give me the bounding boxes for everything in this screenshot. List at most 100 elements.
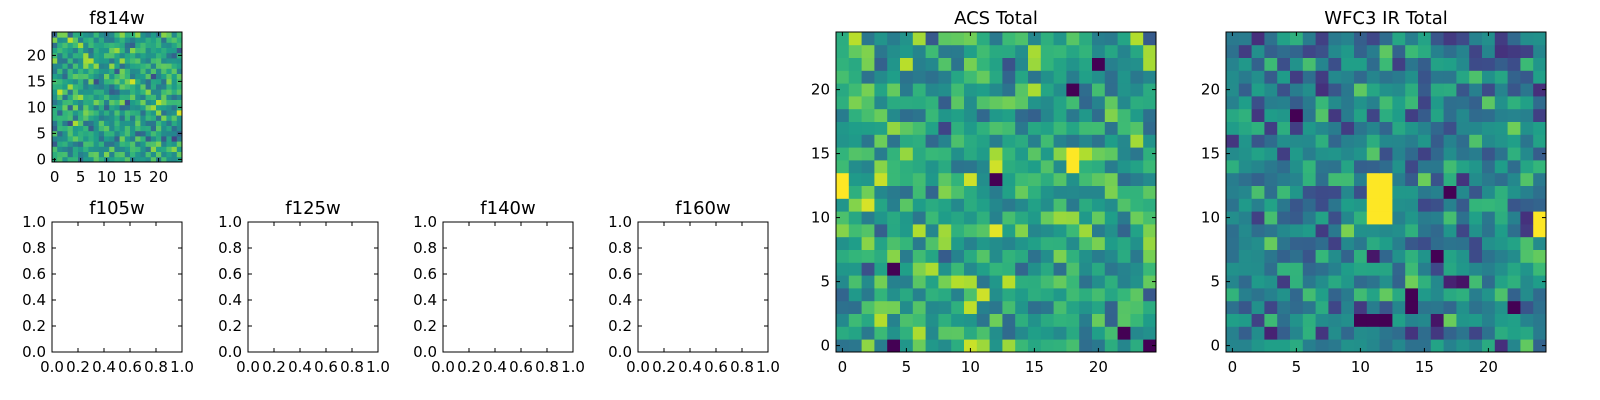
heatmap-cell [62, 37, 68, 43]
heatmap-cell [900, 326, 914, 340]
x-tick-label: 1.0 [756, 358, 780, 376]
heatmap-cell [83, 125, 89, 132]
heatmap-cell [1302, 185, 1316, 199]
heatmap-cell [1533, 108, 1547, 122]
heatmap-cell [150, 84, 157, 90]
heatmap-cell [135, 78, 141, 85]
heatmap-cell [104, 151, 110, 158]
heatmap-cell [925, 275, 939, 289]
heatmap-cell [145, 37, 152, 43]
heatmap-cell [161, 151, 167, 158]
heatmap-cell [1290, 236, 1304, 250]
heatmap-cell [114, 104, 120, 111]
heatmap-cell [1482, 134, 1496, 148]
heatmap-cell [1130, 57, 1144, 71]
heatmap-cell [130, 130, 136, 137]
heatmap-cell [1430, 275, 1444, 289]
heatmap-cell [964, 339, 978, 353]
heatmap-cell [109, 120, 115, 126]
heatmap-cell [976, 172, 990, 186]
heatmap-cell [93, 110, 100, 116]
heatmap-cell [964, 160, 978, 174]
heatmap-cell [1366, 32, 1380, 46]
heatmap-cell [1251, 224, 1265, 238]
heatmap-cell [88, 141, 94, 147]
heatmap-cell [1430, 147, 1444, 161]
heatmap-cell [67, 89, 74, 95]
heatmap-cell [1238, 32, 1252, 46]
heatmap-cell [1226, 275, 1240, 289]
heatmap-cell [1494, 96, 1508, 110]
heatmap-cell [1264, 32, 1278, 46]
heatmap-cell [140, 110, 146, 116]
heatmap-cell [130, 146, 136, 152]
heatmap-cell [1015, 121, 1029, 135]
heatmap-cell [93, 37, 100, 43]
heatmap-cell [104, 42, 110, 48]
heatmap-cell [1290, 70, 1304, 84]
heatmap-cell [1251, 313, 1265, 327]
heatmap-cell [57, 42, 63, 48]
heatmap-cell [1341, 83, 1355, 97]
heatmap-cell [166, 99, 172, 106]
heatmap-cell [57, 52, 63, 59]
heatmap-cell [887, 96, 901, 110]
heatmap-cell [1482, 70, 1496, 84]
heatmap-cell [67, 52, 74, 59]
heatmap-cell [124, 125, 131, 132]
heatmap-cell [938, 147, 952, 161]
heatmap-cell [1354, 288, 1368, 302]
heatmap-cell [109, 130, 115, 137]
heatmap-cell [1104, 313, 1118, 327]
heatmap-cell [72, 32, 79, 38]
heatmap-cell [1341, 339, 1355, 353]
heatmap-cell [176, 99, 183, 106]
heatmap-cell [78, 47, 84, 54]
heatmap-cell [861, 83, 875, 97]
heatmap-cell [1066, 198, 1080, 212]
x-tick-label: 0.2 [457, 358, 481, 376]
heatmap-cell [1405, 172, 1419, 186]
heatmap-cell [1341, 300, 1355, 314]
heatmap-cell [161, 146, 167, 152]
heatmap-cell [1494, 313, 1508, 327]
heatmap-cell [1028, 326, 1042, 340]
heatmap-cell [1117, 313, 1131, 327]
heatmap-cell [1015, 57, 1029, 71]
heatmap-cell [1238, 224, 1252, 238]
heatmap-cell [900, 44, 914, 58]
heatmap-cell [1354, 147, 1368, 161]
heatmap-cell [1520, 172, 1534, 186]
heatmap-cell [140, 99, 146, 106]
heatmap-cell [887, 57, 901, 71]
heatmap-cell [1469, 96, 1483, 110]
heatmap-cell [83, 110, 89, 116]
heatmap-cell [1290, 339, 1304, 353]
heatmap-cell [1079, 108, 1093, 122]
heatmap-cell [1328, 236, 1342, 250]
heatmap-cell [171, 47, 178, 54]
heatmap-cell [1264, 288, 1278, 302]
heatmap-cell [848, 121, 862, 135]
heatmap-cell [1405, 275, 1419, 289]
heatmap-cell [83, 141, 89, 147]
heatmap-cell [88, 78, 94, 85]
heatmap-cell [1130, 249, 1144, 263]
heatmap-cell [1366, 224, 1380, 238]
heatmap-cell [1366, 44, 1380, 58]
heatmap-cell [161, 58, 167, 64]
heatmap-cell [104, 84, 110, 90]
heatmap-cell [1302, 198, 1316, 212]
heatmap-cell [1040, 249, 1054, 263]
heatmap-cell [78, 110, 84, 116]
heatmap-cell [93, 84, 100, 90]
heatmap-cell [1507, 44, 1521, 58]
heatmap-cell [98, 146, 105, 152]
heatmap-cell [1443, 262, 1457, 276]
x-tick-label: 0.2 [66, 358, 90, 376]
panel-title: f160w [675, 198, 730, 219]
heatmap-cell [1015, 249, 1029, 263]
heatmap-cell [1494, 300, 1508, 314]
heatmap-cell [1456, 262, 1470, 276]
axes-frame [51, 31, 183, 163]
